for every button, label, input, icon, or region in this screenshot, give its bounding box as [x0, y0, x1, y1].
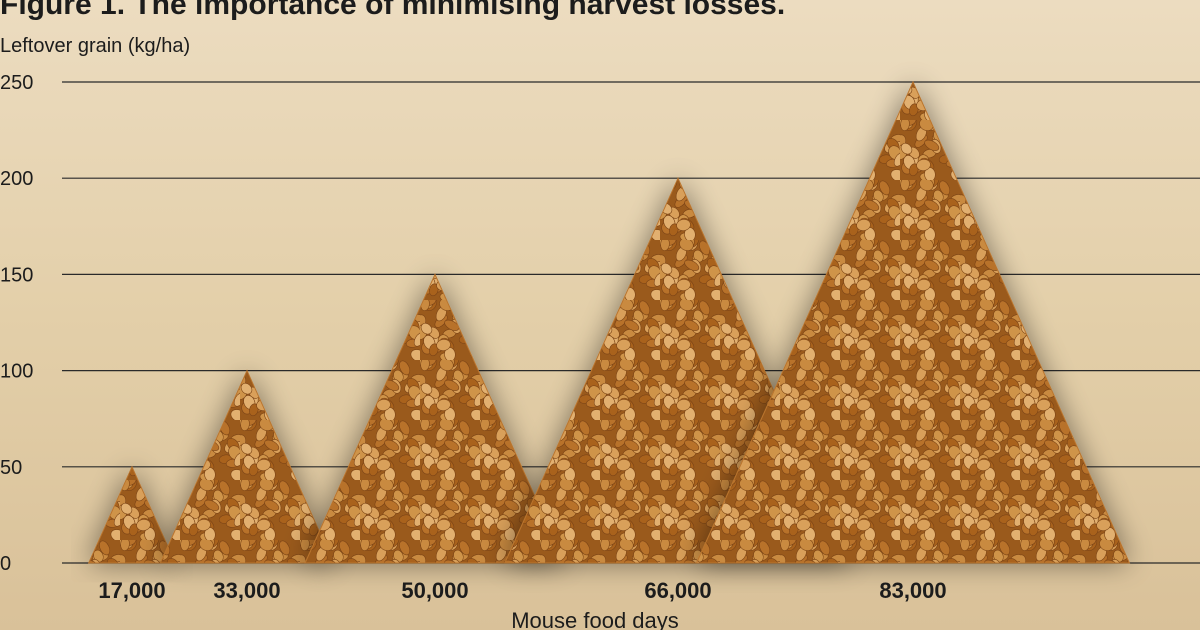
y-tick-label: 200: [0, 168, 33, 190]
y-tick-label: 100: [0, 361, 33, 383]
y-tick-label: 0: [0, 553, 11, 575]
y-tick-label: 150: [0, 264, 33, 286]
triangle-bar: [304, 273, 566, 564]
y-tick-label: 50: [0, 457, 22, 479]
x-tick-label: 66,000: [644, 578, 711, 603]
x-axis-label: Mouse food days: [511, 608, 679, 630]
triangle-bar: [695, 80, 1131, 564]
x-tick-label: 50,000: [401, 578, 468, 603]
x-tick-label: 17,000: [98, 578, 165, 603]
triangle-bar: [159, 369, 335, 564]
x-tick-label: 83,000: [879, 578, 946, 603]
y-tick-label: 250: [0, 72, 33, 94]
y-axis-label: Leftover grain (kg/ha): [0, 35, 190, 57]
chart-title: Figure 1. The importance of minimising h…: [0, 0, 785, 21]
triangle-bar: [87, 465, 177, 564]
x-tick-label: 33,000: [213, 578, 280, 603]
